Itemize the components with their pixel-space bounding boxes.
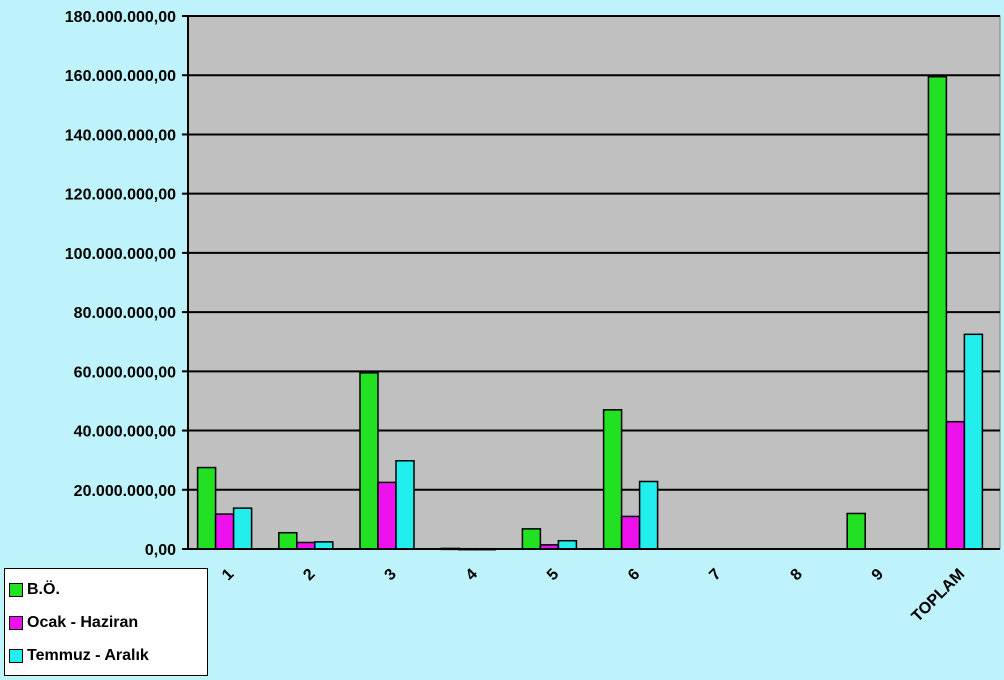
y-tick-label: 60.000.000,00	[74, 364, 176, 381]
x-tick-label: 7	[706, 566, 724, 584]
y-tick-label: 140.000.000,00	[65, 127, 176, 144]
x-tick-label: 2	[300, 566, 318, 584]
y-tick-label: 180.000.000,00	[65, 9, 176, 26]
bar	[602, 409, 623, 550]
x-tick-label: TOPLAM	[909, 566, 969, 626]
y-tick-label: 80.000.000,00	[74, 305, 176, 322]
plot-background	[187, 15, 1001, 550]
y-tick-label: 0,00	[145, 542, 176, 559]
bar	[214, 513, 235, 550]
bar	[927, 75, 948, 550]
bar	[395, 460, 415, 550]
x-tick-label: 9	[869, 566, 887, 584]
bar	[846, 512, 866, 550]
x-tick-label: 5	[544, 566, 562, 584]
bar	[638, 480, 659, 550]
x-tick-label: 1	[219, 566, 237, 584]
x-tick-label: 3	[382, 566, 400, 584]
y-tick-label: 40.000.000,00	[74, 424, 176, 441]
legend-item: Temmuz - Aralık	[9, 639, 207, 672]
bar	[620, 515, 641, 550]
legend-item: Ocak - Haziran	[9, 606, 207, 639]
bar	[278, 531, 298, 550]
x-tick-label: 8	[788, 566, 806, 584]
x-tick-label: 4	[463, 566, 481, 584]
bar	[521, 528, 542, 550]
x-tick-label: 6	[625, 566, 643, 584]
bar	[377, 481, 397, 550]
bar	[232, 507, 253, 550]
legend-swatch	[9, 582, 23, 597]
legend-label: Temmuz - Aralık	[27, 646, 149, 664]
bar	[359, 372, 379, 550]
bar	[196, 466, 217, 550]
legend-swatch	[9, 615, 23, 630]
plot-area	[187, 15, 1001, 550]
bar	[963, 333, 984, 550]
x-axis: 1 2 3 4 5 6 7 8 9 TOPLAM	[188, 548, 1000, 626]
y-tick-label: 160.000.000,00	[65, 68, 176, 85]
y-tick-label: 100.000.000,00	[65, 246, 176, 263]
bars	[196, 75, 984, 551]
legend: B.Ö. Ocak - Haziran Temmuz - Aralık	[4, 568, 208, 676]
legend-item: B.Ö.	[9, 573, 207, 606]
bar	[557, 539, 578, 550]
y-tick-label: 20.000.000,00	[74, 483, 176, 500]
legend-label: B.Ö.	[27, 580, 60, 598]
bar	[314, 541, 334, 550]
legend-swatch	[9, 648, 23, 663]
bar	[945, 420, 966, 550]
legend-label: Ocak - Haziran	[27, 613, 139, 631]
y-axis: 0,00 20.000.000,00 40.000.000,00 60.000.000…	[65, 9, 189, 559]
y-tick-label: 120.000.000,00	[65, 187, 176, 204]
